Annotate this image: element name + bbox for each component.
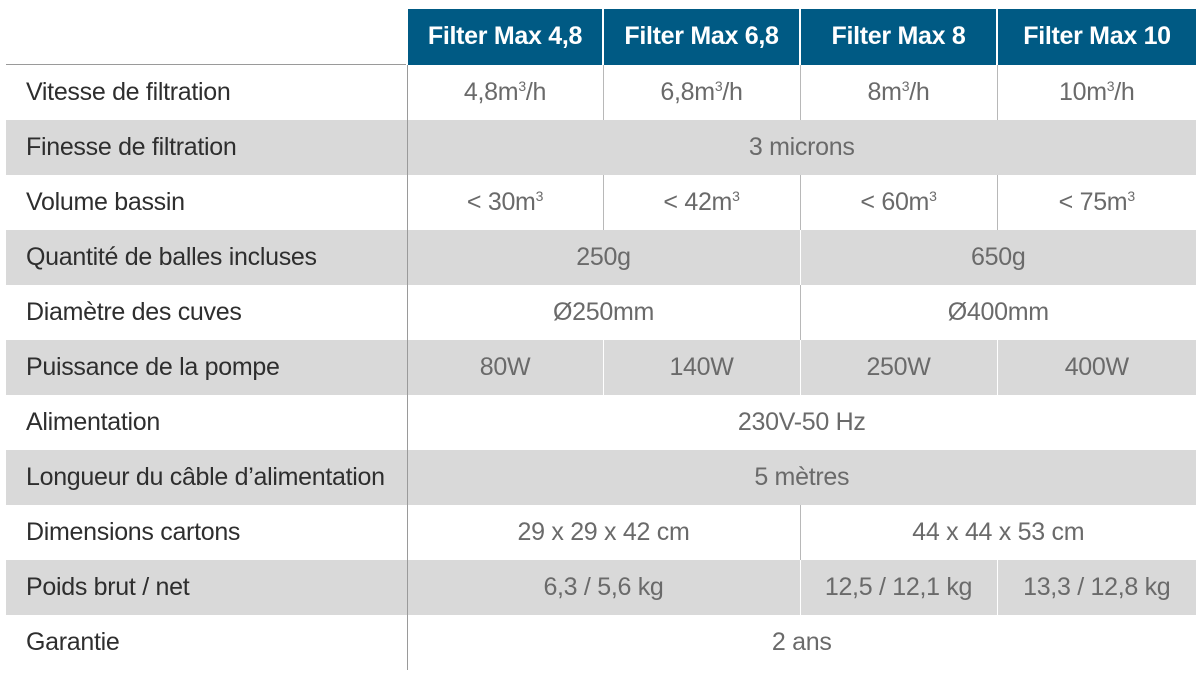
value-cell: 10m3/h <box>996 64 1196 120</box>
unit-superscript: 3 <box>732 188 740 204</box>
unit-suffix: /h <box>1114 77 1135 106</box>
value-text: < 75m <box>1058 188 1128 216</box>
header-filter-max-6-8: Filter Max 6,8 <box>602 9 800 65</box>
value-cell: 250W <box>799 340 997 395</box>
table-row: Quantité de balles incluses 250g 650g <box>6 230 1196 285</box>
header-row: Filter Max 4,8 Filter Max 6,8 Filter Max… <box>6 9 1196 65</box>
value-cell: 2 ans <box>406 615 1196 670</box>
value-text: 10m <box>1059 77 1107 106</box>
value-cell: < 30m3 <box>406 175 603 230</box>
unit-suffix: /h <box>909 77 930 106</box>
value-cell: 12,5 / 12,1 kg <box>799 560 997 615</box>
unit-superscript: 3 <box>518 77 526 94</box>
table-row: Poids brut / net 6,3 / 5,6 kg 12,5 / 12,1 … <box>6 560 1196 615</box>
row-label: Garantie <box>6 615 407 670</box>
row-label: Volume bassin <box>6 175 407 230</box>
row-label: Poids brut / net <box>6 560 407 615</box>
value-cell: < 42m3 <box>602 175 800 230</box>
value-text: 3 microns <box>748 133 855 161</box>
value-cell: 5 mètres <box>406 450 1196 505</box>
value-text: < 42m <box>663 188 733 216</box>
row-label: Longueur du câble d’alimentation <box>6 450 407 505</box>
value-cell: 140W <box>602 340 800 395</box>
value-text: 140W <box>669 353 734 381</box>
row-label: Finesse de filtration <box>6 120 407 175</box>
row-label: Dimensions cartons <box>6 505 407 560</box>
value-cell: 4,8m3/h <box>406 64 603 120</box>
header-corner <box>6 9 407 65</box>
row-label: Quantité de balles incluses <box>6 230 407 285</box>
value-cell: 230V-50 Hz <box>406 395 1196 450</box>
value-cell: 6,8m3/h <box>602 64 800 120</box>
value-text: 230V-50 Hz <box>737 408 866 436</box>
unit-superscript: 3 <box>1127 188 1135 204</box>
table-row: Alimentation 230V-50 Hz <box>6 395 1196 450</box>
value-text: < 30m <box>466 188 536 216</box>
value-text: 6,3 / 5,6 kg <box>543 573 664 601</box>
column-divider <box>407 640 408 668</box>
value-cell: 650g <box>799 230 1196 285</box>
header-filter-max-8: Filter Max 8 <box>799 9 997 65</box>
header-filter-max-10: Filter Max 10 <box>996 9 1196 65</box>
value-text: 650g <box>971 243 1026 271</box>
value-text: 2 ans <box>771 628 832 656</box>
value-text: 400W <box>1064 353 1129 381</box>
table-row: Vitesse de filtration 4,8m3/h 6,8m3/h 8m3/h… <box>6 64 1196 120</box>
row-label: Puissance de la pompe <box>6 340 407 395</box>
value-cell: 29 x 29 x 42 cm <box>406 505 800 560</box>
value-cell: 8m3/h <box>799 64 997 120</box>
value-cell: 6,3 / 5,6 kg <box>406 560 800 615</box>
row-label: Alimentation <box>6 395 407 450</box>
value-cell: 80W <box>406 340 603 395</box>
value-cell: 13,3 / 12,8 kg <box>996 560 1196 615</box>
table-row: Garantie 2 ans <box>6 615 1196 670</box>
table-row: Finesse de filtration 3 microns <box>6 120 1196 175</box>
value-cell: < 60m3 <box>799 175 997 230</box>
unit-superscript: 3 <box>901 77 910 94</box>
value-text: 13,3 / 12,8 kg <box>1023 573 1171 601</box>
value-cell: 3 microns <box>406 120 1196 175</box>
value-text: 44 x 44 x 53 cm <box>912 518 1085 546</box>
value-text: 250W <box>866 353 931 381</box>
header-filter-max-4-8: Filter Max 4,8 <box>406 9 603 65</box>
table-row: Longueur du câble d’alimentation 5 mètres <box>6 450 1196 505</box>
table-row: Dimensions cartons 29 x 29 x 42 cm 44 x 44… <box>6 505 1196 560</box>
unit-suffix: /h <box>722 77 743 106</box>
unit-superscript: 3 <box>1106 77 1115 94</box>
value-text: 80W <box>479 353 531 381</box>
row-label: Diamètre des cuves <box>6 285 407 340</box>
value-cell: 250g <box>406 230 800 285</box>
value-text: Ø250mm <box>552 298 654 326</box>
spec-table: Filter Max 4,8 Filter Max 6,8 Filter Max… <box>6 9 1196 670</box>
row-label: Vitesse de filtration <box>6 64 407 120</box>
value-text: 8m <box>867 77 902 106</box>
value-cell: 400W <box>996 340 1196 395</box>
unit-suffix: /h <box>525 77 547 106</box>
table-row: Diamètre des cuves Ø250mm Ø400mm <box>6 285 1196 340</box>
value-text: 12,5 / 12,1 kg <box>824 573 973 601</box>
unit-superscript: 3 <box>714 77 723 94</box>
value-text: 29 x 29 x 42 cm <box>517 518 690 546</box>
value-cell: 44 x 44 x 53 cm <box>799 505 1196 560</box>
value-text: < 60m <box>860 188 930 216</box>
value-text: 6,8m <box>660 77 715 106</box>
value-text: 5 mètres <box>754 463 850 491</box>
table-row: Volume bassin < 30m3 < 42m3 < 60m3 < 75m3 <box>6 175 1196 230</box>
unit-superscript: 3 <box>535 188 544 204</box>
value-text: 250g <box>576 243 631 271</box>
value-cell: < 75m3 <box>996 175 1196 230</box>
value-text: 4,8m <box>463 77 519 106</box>
unit-superscript: 3 <box>929 188 937 204</box>
value-cell: Ø250mm <box>406 285 800 340</box>
table-row: Puissance de la pompe 80W 140W 250W 400W <box>6 340 1196 395</box>
value-text: Ø400mm <box>947 298 1049 326</box>
spec-body: Vitesse de filtration 4,8m3/h 6,8m3/h 8m3/h… <box>6 64 1196 670</box>
value-cell: Ø400mm <box>799 285 1196 340</box>
